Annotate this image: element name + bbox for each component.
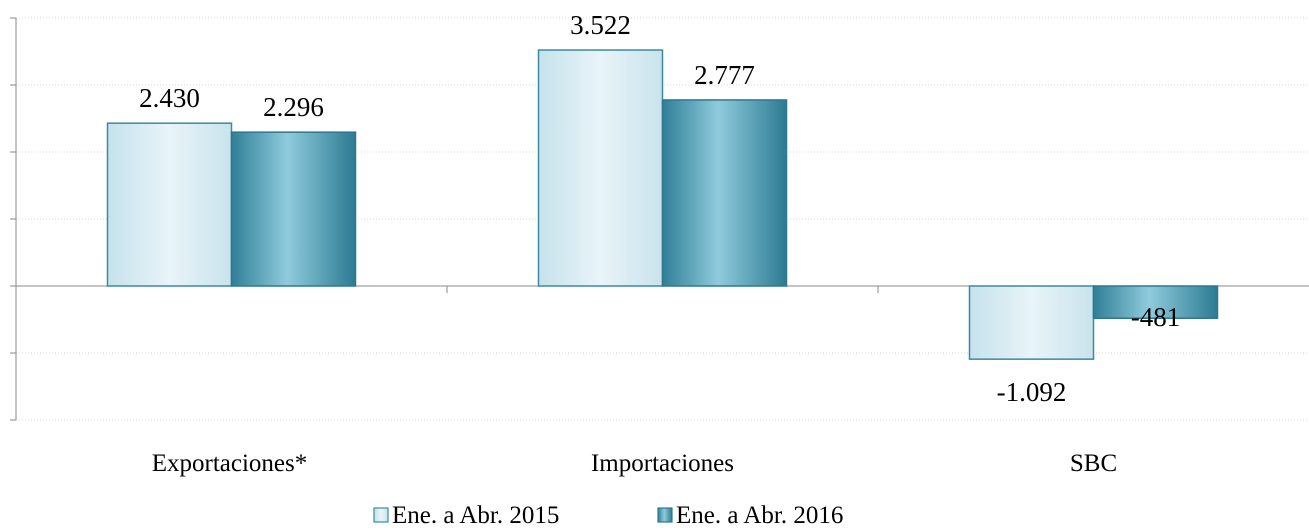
data-label: -1.092 (997, 377, 1067, 407)
category-label: Importaciones (591, 450, 734, 477)
data-label: 2.296 (263, 92, 324, 122)
bar-2016-0 (230, 131, 357, 287)
legend-label: Ene. a Abr. 2016 (676, 502, 843, 529)
bar-2015-0 (106, 122, 233, 287)
legend-swatch (373, 507, 389, 523)
data-label: -481 (1131, 302, 1181, 332)
data-label: 2.777 (694, 60, 755, 90)
legend-swatch (657, 507, 673, 523)
bar-2015-1 (537, 49, 664, 287)
legend: Ene. a Abr. 2015 Ene. a Abr. 2016 (373, 502, 843, 529)
data-labels: 2.430 3.522 -1.092 2.296 2.777 -481 (139, 10, 1180, 407)
bar-2015-2 (968, 285, 1095, 360)
category-label: Exportaciones* (152, 450, 308, 477)
category-label: SBC (1070, 450, 1117, 477)
data-label: 3.522 (570, 10, 631, 40)
category-labels: Exportaciones* Importaciones SBC (152, 450, 1117, 477)
legend-label: Ene. a Abr. 2015 (392, 502, 559, 529)
data-label: 2.430 (139, 83, 200, 113)
bars (106, 49, 1219, 360)
bar-2016-1 (661, 99, 788, 287)
bar-2016-2 (1092, 285, 1219, 319)
